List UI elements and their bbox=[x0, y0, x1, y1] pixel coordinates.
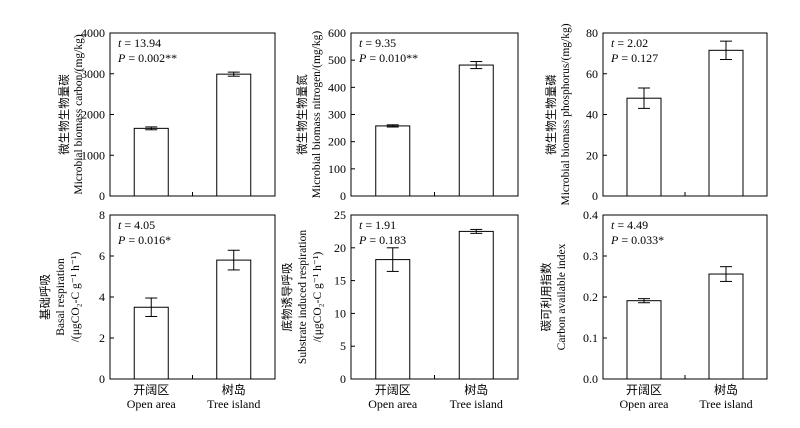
panel-c: 0 20 40 60 80 t = 2.02P = 0.127 微生物生物量磷 Microbi… bbox=[544, 23, 768, 206]
y-tick-label: 5 bbox=[340, 339, 346, 353]
y-tick-label: 0.3 bbox=[583, 249, 598, 263]
stat-text: t = 4.05 bbox=[118, 218, 155, 232]
panel-d: 0 2 4 6 8 t = 4.05P = 0.016* 基础呼吸 Basal respira… bbox=[39, 208, 276, 411]
y-tick-label: 0 bbox=[99, 372, 105, 386]
y-axis-label: 微生物生物量磷 Microbial biomass phosphorus/(mg/… bbox=[544, 23, 572, 205]
y-tick-label: 2000 bbox=[81, 108, 105, 122]
y-tick-label: 500 bbox=[328, 53, 346, 67]
y-tick-label: 0 bbox=[592, 189, 598, 203]
stat-text: t = 1.91 bbox=[359, 218, 396, 232]
stat-text: t = 9.35 bbox=[359, 36, 396, 50]
stat-text: P = 0.127 bbox=[610, 51, 658, 65]
x-tick-label-cn: 树岛 bbox=[222, 382, 246, 397]
bar-tree-island bbox=[216, 259, 252, 380]
y-tick-label: 0.4 bbox=[583, 208, 598, 222]
y-tick-label: 400 bbox=[328, 80, 346, 94]
y-tick-label: 25 bbox=[334, 208, 346, 222]
y-axis-label: 基础呼吸 Basal respiration/(μgCO₂-C g⁻¹ h⁻¹) bbox=[39, 252, 82, 343]
y-tick-label: 0.1 bbox=[583, 331, 598, 345]
x-tick-label: Open area bbox=[368, 397, 418, 411]
y-tick-label: 10 bbox=[334, 306, 346, 320]
y-tick-label: 4000 bbox=[81, 26, 105, 40]
y-tick-label: 1000 bbox=[81, 148, 105, 162]
y-axis-label: 微生物生物量氮 Microbial biomass nitrogen/(mg/kg… bbox=[295, 31, 323, 199]
x-tick-label-cn: 开阔区 bbox=[626, 383, 662, 397]
x-tick-label: Tree island bbox=[699, 397, 752, 411]
x-tick-label: Tree island bbox=[207, 397, 260, 411]
x-tick-label-cn: 树岛 bbox=[464, 382, 488, 397]
x-tick-label: Tree island bbox=[450, 397, 503, 411]
y-tick-label: 15 bbox=[334, 274, 346, 288]
x-tick-label-cn: 开阔区 bbox=[133, 383, 169, 397]
y-tick-label: 8 bbox=[99, 208, 105, 222]
y-tick-label: 0 bbox=[340, 189, 346, 203]
y-tick-label: 20 bbox=[586, 148, 598, 162]
panel-f: 0.0 0.1 0.2 0.3 0.4 t = 4.49P = 0.033* 碳可利用指数 C… bbox=[539, 208, 768, 411]
y-tick-label: 0 bbox=[99, 189, 105, 203]
bar-open-area bbox=[626, 300, 662, 380]
y-tick-label: 300 bbox=[328, 108, 346, 122]
x-tick-label: Open area bbox=[127, 397, 177, 411]
bar-tree-island bbox=[458, 64, 494, 197]
bar-tree-island bbox=[458, 230, 494, 380]
x-tick-label: Open area bbox=[620, 397, 670, 411]
panel-e: 0 5 10 15 20 25 t = 1.91P = 0.183 底物诱导呼吸 Substra… bbox=[280, 208, 519, 411]
y-tick-label: 4 bbox=[99, 290, 105, 304]
bar-open-area bbox=[133, 127, 169, 197]
panel-a: 0 1000 2000 3000 4000 t = 13.94P = 0.002** 微生物… bbox=[57, 26, 276, 203]
y-tick-label: 0.0 bbox=[583, 372, 598, 386]
stat-text: t = 4.49 bbox=[611, 218, 648, 232]
y-tick-label: 600 bbox=[328, 26, 346, 40]
stat-text: P = 0.016* bbox=[117, 233, 171, 247]
x-tick-label-cn: 树岛 bbox=[714, 382, 738, 397]
bar-tree-island bbox=[708, 49, 744, 197]
y-tick-label: 100 bbox=[328, 162, 346, 176]
bar-open-area bbox=[375, 125, 411, 197]
y-tick-label: 40 bbox=[586, 108, 598, 122]
y-tick-label: 60 bbox=[586, 67, 598, 81]
y-axis-label: 碳可利用指数 Carbon available index bbox=[539, 243, 568, 350]
y-tick-label: 6 bbox=[99, 249, 105, 263]
y-tick-label: 2 bbox=[99, 331, 105, 345]
y-axis-label: 底物诱导呼吸 Substrate induced respiration/(μgC… bbox=[280, 230, 324, 364]
x-tick-label-cn: 开阔区 bbox=[375, 383, 411, 397]
y-tick-label: 80 bbox=[586, 26, 598, 40]
panel-b: 0 100 200 300 400 500 600 t = 9.35P = 0.010** 微生… bbox=[295, 26, 519, 203]
y-tick-label: 20 bbox=[334, 241, 346, 255]
stat-text: t = 2.02 bbox=[611, 36, 648, 50]
stat-text: P = 0.033* bbox=[610, 233, 664, 247]
y-tick-label: 0 bbox=[340, 372, 346, 386]
stat-text: P = 0.002** bbox=[117, 51, 177, 65]
y-axis-label: 微生物生物量碳 Microbial biomass carbon/(mg/kg) bbox=[57, 34, 85, 194]
stat-text: P = 0.183 bbox=[358, 233, 406, 247]
bar-tree-island bbox=[216, 73, 252, 197]
bar-tree-island bbox=[708, 273, 744, 380]
y-tick-label: 0.2 bbox=[583, 290, 598, 304]
stat-text: P = 0.010** bbox=[358, 51, 418, 65]
y-tick-label: 200 bbox=[328, 135, 346, 149]
stat-text: t = 13.94 bbox=[118, 36, 161, 50]
y-tick-label: 3000 bbox=[81, 67, 105, 81]
bar-open-area bbox=[626, 97, 662, 197]
bar-open-area bbox=[133, 306, 169, 380]
bar-open-area bbox=[375, 259, 411, 380]
